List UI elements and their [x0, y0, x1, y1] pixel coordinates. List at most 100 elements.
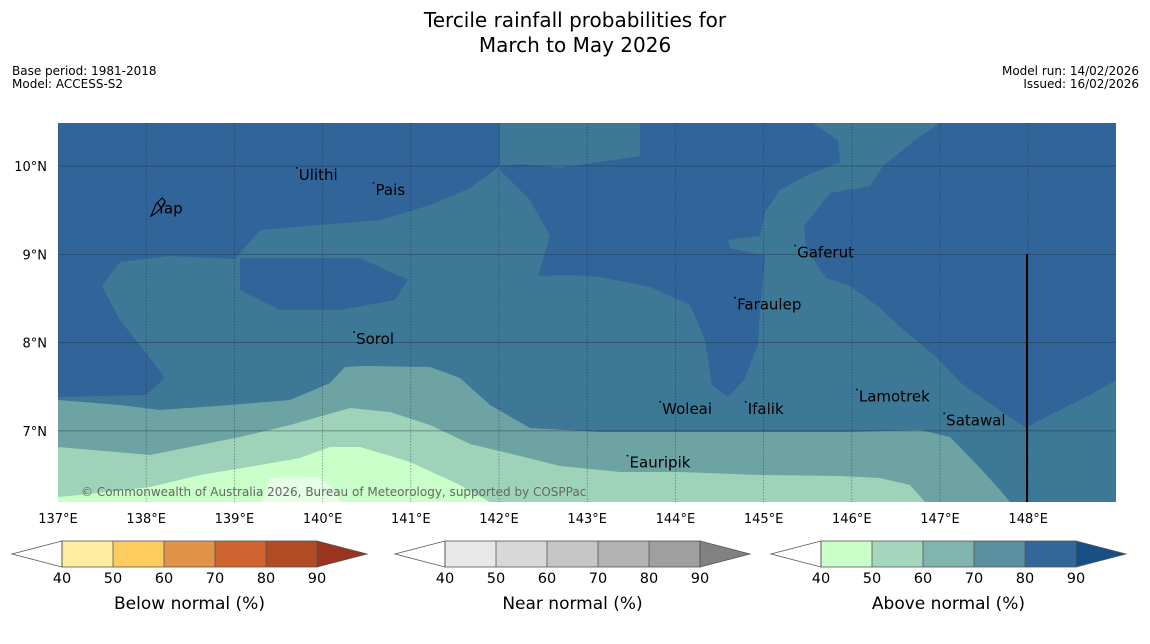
copyright-text: © Commonwealth of Australia 2026, Bureau… [81, 485, 586, 499]
colorbar-cell [164, 541, 215, 567]
island-marker [295, 166, 298, 169]
colorbar-tick-label: 90 [1067, 571, 1085, 587]
colorbar-tick-label: 60 [914, 571, 932, 587]
longitude-tick-label: 139°E [215, 512, 255, 527]
latitude-tick-label: 7°N [23, 425, 48, 440]
colorbar-tick-label: 40 [436, 571, 454, 587]
colorbar-cell [215, 541, 266, 567]
colorbar-tick-label: 80 [640, 571, 658, 587]
longitude-tick-label: 148°E [1008, 512, 1048, 527]
colorbar-tick-label: 50 [487, 571, 505, 587]
latitude-tick-label: 9°N [23, 248, 48, 263]
colorbar-cell [445, 541, 496, 567]
colorbar-cell [872, 541, 923, 567]
island-marker [744, 400, 747, 403]
colorbar-high-extension [699, 540, 752, 568]
colorbar-tick-label: 80 [1016, 571, 1034, 587]
place-label: Satawal [946, 411, 1005, 429]
colorbar-below-normal: 40 50 60 70 80 90 Below normal (%) [10, 540, 369, 614]
place-label: Pais [376, 181, 406, 199]
place-satawal: Satawal [943, 411, 1006, 429]
longitude-tick-label: 147°E [920, 512, 960, 527]
place-faraulep: Faraulep [734, 296, 801, 314]
latitude-tick-label: 8°N [23, 337, 48, 352]
place-label: Lamotrek [859, 387, 930, 405]
map-title-line-1: Tercile rainfall probabilities for [423, 8, 727, 32]
colorbar-cell [923, 541, 974, 567]
colorbar-cell [821, 541, 872, 567]
island-marker [353, 331, 356, 333]
colorbar-cell [649, 541, 700, 567]
colorbar-tick-label: 80 [257, 571, 275, 587]
island-marker [943, 412, 946, 415]
island-marker [794, 244, 797, 247]
colorbar-cell [496, 541, 547, 567]
colorbar-cell [547, 541, 598, 567]
colorbar-tick-label: 60 [155, 571, 173, 587]
issued-text: Issued: 16/02/2026 [1023, 77, 1139, 91]
longitude-tick-label: 141°E [391, 512, 431, 527]
island-marker [855, 388, 858, 391]
place-label: Gaferut [797, 244, 854, 262]
yap-island-outline [149, 197, 166, 218]
place-eauripik: Eauripik [626, 454, 691, 472]
longitude-tick-label: 142°E [479, 512, 519, 527]
colorbar-title: Below normal (%) [114, 594, 265, 614]
longitude-tick-label: 146°E [832, 512, 872, 527]
place-label: Yap [156, 199, 183, 217]
island-marker [626, 454, 629, 457]
contour-30-region [262, 477, 340, 502]
forecast-info-right: Model run: 14/02/2026 Issued: 16/02/2026 [1002, 65, 1139, 91]
place-ulithi: Ulithi [295, 166, 338, 184]
colorbar-near-normal: 40 50 60 70 80 90 Near normal (%) [393, 540, 752, 614]
longitude-tick-label: 143°E [567, 512, 607, 527]
colorbar-tick-label: 70 [965, 571, 983, 587]
place-label: Woleai [662, 400, 712, 418]
place-label: Ifalik [748, 400, 784, 418]
base-period-text: Base period: 1981-2018 [12, 64, 157, 78]
colorbar-cell [974, 541, 1025, 567]
place-gaferut: Gaferut [794, 244, 854, 262]
longitude-tick-label: 138°E [126, 512, 166, 527]
colorbar-cell [598, 541, 649, 567]
latitude-axis: 10°N 9°N 8°N 7°N [14, 160, 47, 440]
colorbar-cell [113, 541, 164, 567]
longitude-tick-label: 145°E [744, 512, 784, 527]
place-sorol: Sorol [353, 330, 394, 348]
contour-40-region [58, 447, 490, 502]
colorbar-cell [1025, 541, 1076, 567]
place-label: Ulithi [299, 166, 338, 184]
place-label: Eauripik [630, 454, 691, 472]
colorbar-high-extension [1075, 540, 1128, 568]
place-yap: Yap [156, 199, 183, 217]
colorbar-cell [266, 541, 317, 567]
colorbar-tick-label: 90 [691, 571, 709, 587]
island-marker [659, 400, 662, 403]
longitude-axis: 137°E 138°E 139°E 140°E 141°E 142°E 143°E 144°E… [38, 512, 1048, 527]
colorbar-tick-label: 40 [812, 571, 830, 587]
colorbar-title: Near normal (%) [502, 594, 642, 614]
map-gridlines [58, 123, 1116, 502]
place-lamotrek: Lamotrek [855, 387, 930, 405]
colorbar-tick-label: 40 [53, 571, 71, 587]
place-labels: Ulithi Pais Yap Gaferut Faraulep Sorol Lamotre… [156, 166, 1006, 472]
longitude-tick-label: 137°E [38, 512, 78, 527]
map-title-line-2: March to May 2026 [478, 33, 672, 57]
place-label: Faraulep [737, 296, 801, 314]
colorbar-title: Above normal (%) [872, 594, 1025, 614]
island-marker [372, 181, 375, 184]
place-woleai: Woleai [659, 400, 712, 418]
colorbar-cell [62, 541, 113, 567]
colorbar-tick-label: 70 [589, 571, 607, 587]
colorbar-tick-label: 90 [308, 571, 326, 587]
forecast-info-left: Base period: 1981-2018 Model: ACCESS-S2 [12, 65, 157, 91]
colorbar-low-extension [769, 540, 822, 568]
colorbar-tick-label: 50 [863, 571, 881, 587]
colorbar-low-extension [393, 540, 446, 568]
model-text: Model: ACCESS-S2 [12, 77, 124, 91]
model-run-text: Model run: 14/02/2026 [1001, 64, 1139, 78]
place-ifalik: Ifalik [744, 400, 784, 418]
colorbar-tick-label: 70 [206, 571, 224, 587]
place-pais: Pais [372, 181, 406, 199]
